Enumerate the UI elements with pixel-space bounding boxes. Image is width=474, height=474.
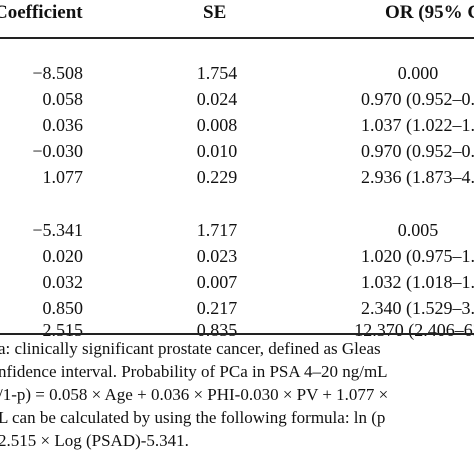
table-row: 0.020 0.023 1.020 (0.975–1. — [0, 244, 474, 268]
table-row: 1.077 0.229 2.936 (1.873–4. — [0, 165, 474, 189]
table-row: 0.032 0.007 1.032 (1.018–1. — [0, 270, 474, 294]
footnote-line: L can be calculated by using the followi… — [0, 408, 386, 427]
se-cell: 0.008 — [196, 115, 238, 135]
coefficient-cell: 0.850 — [42, 298, 84, 318]
table-row: 2.515 0.835 12.370 (2.406–63 — [0, 320, 474, 340]
coefficient-cell: 0.036 — [42, 115, 84, 135]
se-cell: 0.229 — [196, 167, 238, 187]
coefficient-cell: 2.515 — [42, 320, 84, 340]
table-row: −8.508 1.754 0.000 — [0, 61, 474, 85]
table-row: 0.850 0.217 2.340 (1.529–3. — [0, 296, 474, 320]
or-cell: 0.000 — [397, 63, 439, 83]
se-cell: 1.717 — [196, 220, 238, 240]
column-header-coefficient: Coefficient — [0, 2, 83, 23]
coefficient-cell: −0.030 — [32, 141, 83, 161]
or-cell: 0.005 — [397, 220, 439, 240]
or-cell: 0.970 (0.952–0. — [361, 89, 474, 109]
table-row: 0.036 0.008 1.037 (1.022–1. — [0, 113, 474, 137]
footnote-line: /1-p) = 0.058 × Age + 0.036 × PHI-0.030 … — [0, 385, 389, 404]
se-cell: 0.023 — [196, 246, 238, 266]
column-header-or: OR (95% C — [385, 2, 474, 23]
coefficient-cell: 0.020 — [42, 246, 84, 266]
or-cell: 1.020 (0.975–1. — [361, 246, 474, 266]
coefficient-cell: −8.508 — [32, 63, 83, 83]
table-header-rule — [0, 37, 474, 39]
se-cell: 0.024 — [196, 89, 238, 109]
or-cell: 12.370 (2.406–63 — [354, 320, 474, 340]
footnote-line: a: clinically significant prostate cance… — [0, 339, 381, 358]
column-header-se: SE — [203, 2, 227, 23]
or-cell: 2.340 (1.529–3. — [361, 298, 474, 318]
table-row: 0.058 0.024 0.970 (0.952–0. — [0, 87, 474, 111]
footnote-line: 2.515 × Log (PSAD)-5.341. — [0, 431, 189, 450]
coefficient-cell: 0.058 — [42, 89, 84, 109]
se-cell: 0.010 — [196, 141, 238, 161]
or-cell: 0.970 (0.952–0. — [361, 141, 474, 161]
table-row: −0.030 0.010 0.970 (0.952–0. — [0, 139, 474, 163]
table-footnotes: a: clinically significant prostate cance… — [0, 337, 474, 452]
se-cell: 0.835 — [196, 320, 238, 340]
or-cell: 2.936 (1.873–4. — [361, 167, 474, 187]
coefficient-cell: 1.077 — [42, 167, 84, 187]
se-cell: 0.007 — [196, 272, 238, 292]
footnote-line: nfidence interval. Probability of PCa in… — [0, 362, 388, 381]
or-cell: 1.032 (1.018–1. — [361, 272, 474, 292]
se-cell: 1.754 — [196, 63, 238, 83]
se-cell: 0.217 — [196, 298, 238, 318]
coefficient-cell: 0.032 — [42, 272, 84, 292]
table-footer-rule — [0, 333, 474, 335]
coefficient-cell: −5.341 — [32, 220, 83, 240]
table-row: −5.341 1.717 0.005 — [0, 218, 474, 242]
or-cell: 1.037 (1.022–1. — [361, 115, 474, 135]
